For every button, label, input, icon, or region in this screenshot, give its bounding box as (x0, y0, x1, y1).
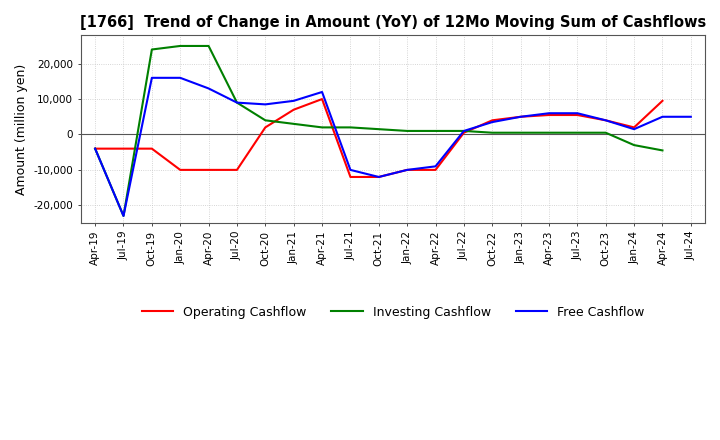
Investing Cashflow (488, 130, 497, 136)
Operating Cashflow (459, 130, 468, 136)
Operating Cashflow (658, 98, 667, 103)
Free Cashflow (601, 117, 610, 123)
Operating Cashflow (176, 167, 184, 172)
Legend: Operating Cashflow, Investing Cashflow, Free Cashflow: Operating Cashflow, Investing Cashflow, … (137, 301, 649, 323)
Free Cashflow (148, 75, 156, 81)
Operating Cashflow (204, 167, 213, 172)
Operating Cashflow (374, 174, 383, 180)
Operating Cashflow (91, 146, 99, 151)
Investing Cashflow (459, 128, 468, 134)
Investing Cashflow (544, 130, 553, 136)
Free Cashflow (204, 86, 213, 91)
Operating Cashflow (261, 125, 270, 130)
Free Cashflow (346, 167, 355, 172)
Title: [1766]  Trend of Change in Amount (YoY) of 12Mo Moving Sum of Cashflows: [1766] Trend of Change in Amount (YoY) o… (80, 15, 706, 30)
Investing Cashflow (573, 130, 582, 136)
Operating Cashflow (488, 117, 497, 123)
Free Cashflow (630, 127, 639, 132)
Free Cashflow (233, 100, 241, 105)
Operating Cashflow (318, 96, 326, 102)
Free Cashflow (431, 164, 440, 169)
Investing Cashflow (601, 130, 610, 136)
Operating Cashflow (148, 146, 156, 151)
Free Cashflow (573, 110, 582, 116)
Operating Cashflow (544, 112, 553, 117)
Operating Cashflow (402, 167, 411, 172)
Free Cashflow (459, 128, 468, 134)
Y-axis label: Amount (million yen): Amount (million yen) (15, 63, 28, 195)
Free Cashflow (544, 110, 553, 116)
Free Cashflow (120, 213, 128, 219)
Investing Cashflow (91, 146, 99, 151)
Line: Free Cashflow: Free Cashflow (95, 78, 690, 216)
Investing Cashflow (289, 121, 298, 126)
Free Cashflow (658, 114, 667, 119)
Free Cashflow (374, 174, 383, 180)
Free Cashflow (261, 102, 270, 107)
Operating Cashflow (573, 112, 582, 117)
Free Cashflow (516, 114, 525, 119)
Free Cashflow (686, 114, 695, 119)
Investing Cashflow (148, 47, 156, 52)
Investing Cashflow (318, 125, 326, 130)
Free Cashflow (176, 75, 184, 81)
Investing Cashflow (204, 43, 213, 48)
Operating Cashflow (289, 107, 298, 112)
Operating Cashflow (431, 167, 440, 172)
Free Cashflow (488, 119, 497, 125)
Operating Cashflow (516, 114, 525, 119)
Free Cashflow (91, 146, 99, 151)
Free Cashflow (318, 89, 326, 95)
Operating Cashflow (346, 174, 355, 180)
Line: Operating Cashflow: Operating Cashflow (95, 99, 662, 177)
Operating Cashflow (601, 117, 610, 123)
Investing Cashflow (374, 127, 383, 132)
Operating Cashflow (630, 125, 639, 130)
Investing Cashflow (233, 100, 241, 105)
Investing Cashflow (402, 128, 411, 134)
Investing Cashflow (346, 125, 355, 130)
Investing Cashflow (431, 128, 440, 134)
Free Cashflow (402, 167, 411, 172)
Operating Cashflow (233, 167, 241, 172)
Investing Cashflow (176, 43, 184, 48)
Free Cashflow (289, 98, 298, 103)
Investing Cashflow (630, 143, 639, 148)
Operating Cashflow (120, 146, 128, 151)
Investing Cashflow (120, 213, 128, 219)
Investing Cashflow (261, 117, 270, 123)
Investing Cashflow (516, 130, 525, 136)
Investing Cashflow (658, 148, 667, 153)
Line: Investing Cashflow: Investing Cashflow (95, 46, 662, 216)
